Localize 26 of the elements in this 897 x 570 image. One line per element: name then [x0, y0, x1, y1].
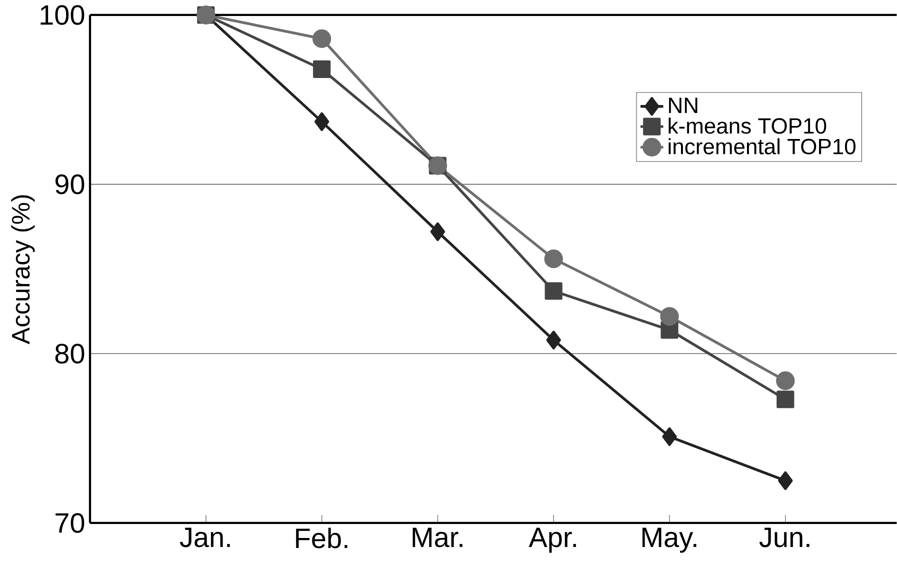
legend-label: k-means TOP10	[668, 118, 826, 134]
legend-label: incremental TOP10	[668, 138, 856, 154]
y-tick-label: 80	[55, 344, 84, 364]
legend-label: NN	[669, 98, 698, 113]
point	[544, 282, 562, 300]
point	[312, 29, 332, 48]
y-tick-label: 90	[55, 174, 84, 194]
point	[313, 60, 331, 78]
point	[430, 222, 446, 242]
x-tick-label: Jun.	[759, 528, 810, 548]
point	[544, 249, 563, 268]
y-axis-title: Accuracy (%)	[11, 195, 35, 344]
point	[776, 390, 794, 408]
y-tick-label: 100	[40, 5, 84, 25]
point	[314, 112, 330, 132]
x-tick-label: Apr.	[528, 528, 576, 553]
point	[660, 307, 679, 326]
point	[776, 371, 795, 390]
x-tick-label: Feb.	[296, 528, 348, 548]
y-tick-label: 70	[56, 513, 84, 533]
point	[546, 330, 561, 350]
point	[662, 427, 677, 446]
x-tick-label: Mar.	[412, 528, 462, 548]
point	[778, 471, 793, 490]
x-tick-label: Jan.	[180, 528, 230, 548]
x-tick-label: May.	[642, 528, 696, 553]
